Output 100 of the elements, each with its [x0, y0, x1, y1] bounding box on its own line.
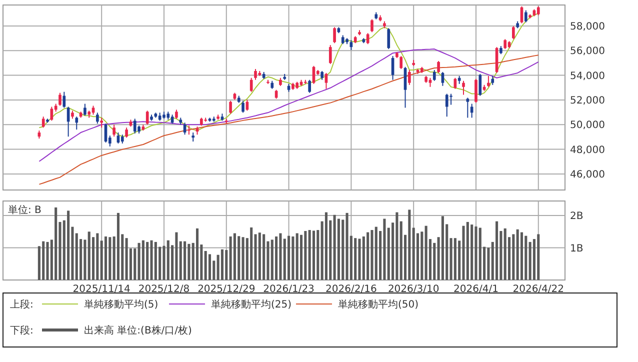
bar	[496, 221, 498, 280]
y-tick-label: 52,000	[570, 95, 605, 106]
candlestick	[370, 18, 374, 33]
candlestick	[62, 91, 66, 108]
candlestick	[437, 60, 440, 74]
bar	[146, 242, 149, 280]
candlestick	[428, 77, 432, 88]
bar	[75, 233, 78, 280]
bar	[134, 248, 136, 280]
bar	[400, 221, 402, 280]
bar	[346, 212, 348, 280]
bar	[116, 212, 120, 280]
bar	[296, 233, 298, 280]
bar	[474, 226, 478, 280]
bar	[279, 233, 282, 280]
bar	[54, 207, 58, 280]
y-tick-label: 56,000	[570, 46, 605, 58]
candlestick	[450, 93, 452, 106]
bar	[125, 238, 128, 280]
bar	[100, 240, 103, 280]
candlestick	[112, 124, 116, 138]
bar	[308, 230, 311, 280]
bar	[154, 242, 157, 280]
bar	[288, 236, 290, 280]
x-tick-label: 2026/4/1	[454, 284, 498, 295]
bar	[374, 226, 378, 280]
candlestick	[58, 92, 62, 106]
bar	[537, 234, 540, 280]
candlestick	[432, 69, 436, 82]
bar	[312, 230, 316, 280]
bar	[88, 232, 90, 280]
candlestick	[192, 132, 195, 142]
bar	[516, 229, 519, 280]
bar	[108, 237, 112, 280]
y-tick-label: 50,000	[570, 120, 605, 132]
bar	[358, 238, 361, 280]
y-tick-label: 1B	[570, 243, 584, 254]
x-tick-label: 2025/12/8	[138, 284, 190, 295]
candlestick	[328, 44, 332, 64]
candlestick	[333, 26, 336, 44]
candlestick	[75, 116, 78, 130]
candlestick	[116, 132, 120, 144]
candlestick	[250, 77, 253, 92]
bar	[242, 237, 244, 280]
line-series	[38, 54, 539, 185]
candlestick	[84, 103, 86, 116]
bar	[262, 234, 266, 280]
bar	[466, 222, 469, 280]
bar	[225, 250, 228, 280]
bar	[316, 230, 320, 280]
candlestick	[308, 79, 311, 94]
bar	[292, 236, 294, 280]
candlestick	[387, 28, 390, 50]
legend-label: 単純移動平均(50)	[338, 298, 419, 310]
bar	[512, 234, 515, 280]
bar	[42, 241, 45, 280]
candlestick	[504, 38, 507, 50]
candlestick	[478, 73, 482, 96]
bar	[454, 238, 456, 280]
bar	[337, 218, 340, 280]
candlestick	[96, 112, 99, 124]
candlestick	[408, 69, 411, 86]
candlestick	[487, 75, 490, 88]
bar	[304, 230, 307, 280]
candlestick	[100, 117, 104, 128]
bar	[470, 224, 474, 280]
x-tick-label: 2026/1/23	[263, 284, 314, 295]
bar	[204, 250, 207, 280]
x-tick-label: 2026/3/10	[388, 284, 440, 295]
bar	[142, 240, 144, 280]
bar	[179, 241, 182, 280]
candlestick	[42, 116, 45, 128]
y-tick-label: 48,000	[570, 144, 605, 156]
bar	[362, 236, 365, 280]
bar	[504, 228, 506, 280]
bar	[46, 242, 49, 280]
bar	[138, 242, 140, 280]
candlestick	[175, 109, 178, 120]
legend-title: 上段:	[10, 298, 34, 310]
bar	[478, 228, 482, 280]
bar	[250, 227, 253, 280]
candlestick	[125, 127, 128, 138]
y-axis-title: 単位: B	[8, 204, 42, 216]
bar	[366, 232, 370, 280]
candlestick	[242, 100, 244, 114]
bar	[104, 236, 108, 280]
candlestick	[324, 72, 328, 90]
bar	[408, 210, 411, 280]
x-tick-label: 2025/11/14	[72, 284, 130, 295]
bar	[270, 240, 274, 280]
bar	[196, 228, 199, 280]
candlestick	[133, 118, 136, 134]
candlestick	[146, 110, 149, 126]
bar	[396, 212, 398, 280]
bar	[333, 214, 336, 280]
x-tick-label: 2025/12/29	[198, 284, 256, 295]
bar	[420, 232, 424, 280]
bar	[258, 232, 261, 280]
legend-label: 単純移動平均(25)	[211, 298, 292, 310]
bar	[229, 236, 232, 280]
